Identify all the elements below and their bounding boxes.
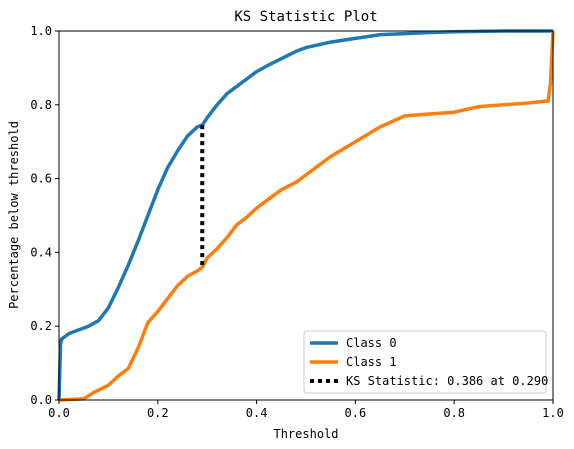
plot-frame xyxy=(58,30,554,401)
x-tick-label: 0.2 xyxy=(147,406,169,420)
y-tick-label: 0.2 xyxy=(30,319,52,333)
x-tick-label: 0.6 xyxy=(345,406,367,420)
y-tick-label: 1.0 xyxy=(30,24,52,38)
y-tick-label: 0.6 xyxy=(30,172,52,186)
plot-area: 0.00.0 0.2 0.2 0.4 0.4 0.6 0.6 0.8 0.8 1.0 1.0 xyxy=(30,24,564,420)
x-axis-label: Threshold xyxy=(273,427,338,441)
y-tick-label: 0.0 xyxy=(30,393,52,407)
chart-legend: Class 0 Class 1 KS Statistic: 0.386 at 0.2… xyxy=(303,330,548,394)
legend-entry-class-1: Class 1 xyxy=(310,355,397,369)
x-tick-label: 0.8 xyxy=(443,406,465,420)
legend-label: KS Statistic: 0.386 at 0.290 xyxy=(346,374,548,388)
y-tick-label: 0.8 xyxy=(30,98,52,112)
legend-entry-class-0: Class 0 xyxy=(310,336,397,350)
x-tick-label: 1.0 xyxy=(542,406,564,420)
series-line-class-0 xyxy=(57,29,553,401)
legend-label: Class 0 xyxy=(346,336,397,350)
series-line-class-1 xyxy=(58,30,555,402)
x-tick-label: 0.4 xyxy=(246,406,268,420)
y-axis-label: Percentage below threshold xyxy=(7,121,21,309)
legend-label: Class 1 xyxy=(346,355,397,369)
legend-box xyxy=(303,330,547,394)
chart-title: KS Statistic Plot xyxy=(234,9,377,25)
legend-entry-ks-statistic: KS Statistic: 0.386 at 0.290 xyxy=(310,374,548,388)
y-tick-label: 0.4 xyxy=(30,245,52,259)
x-tick-label: 0.0 xyxy=(48,406,70,420)
